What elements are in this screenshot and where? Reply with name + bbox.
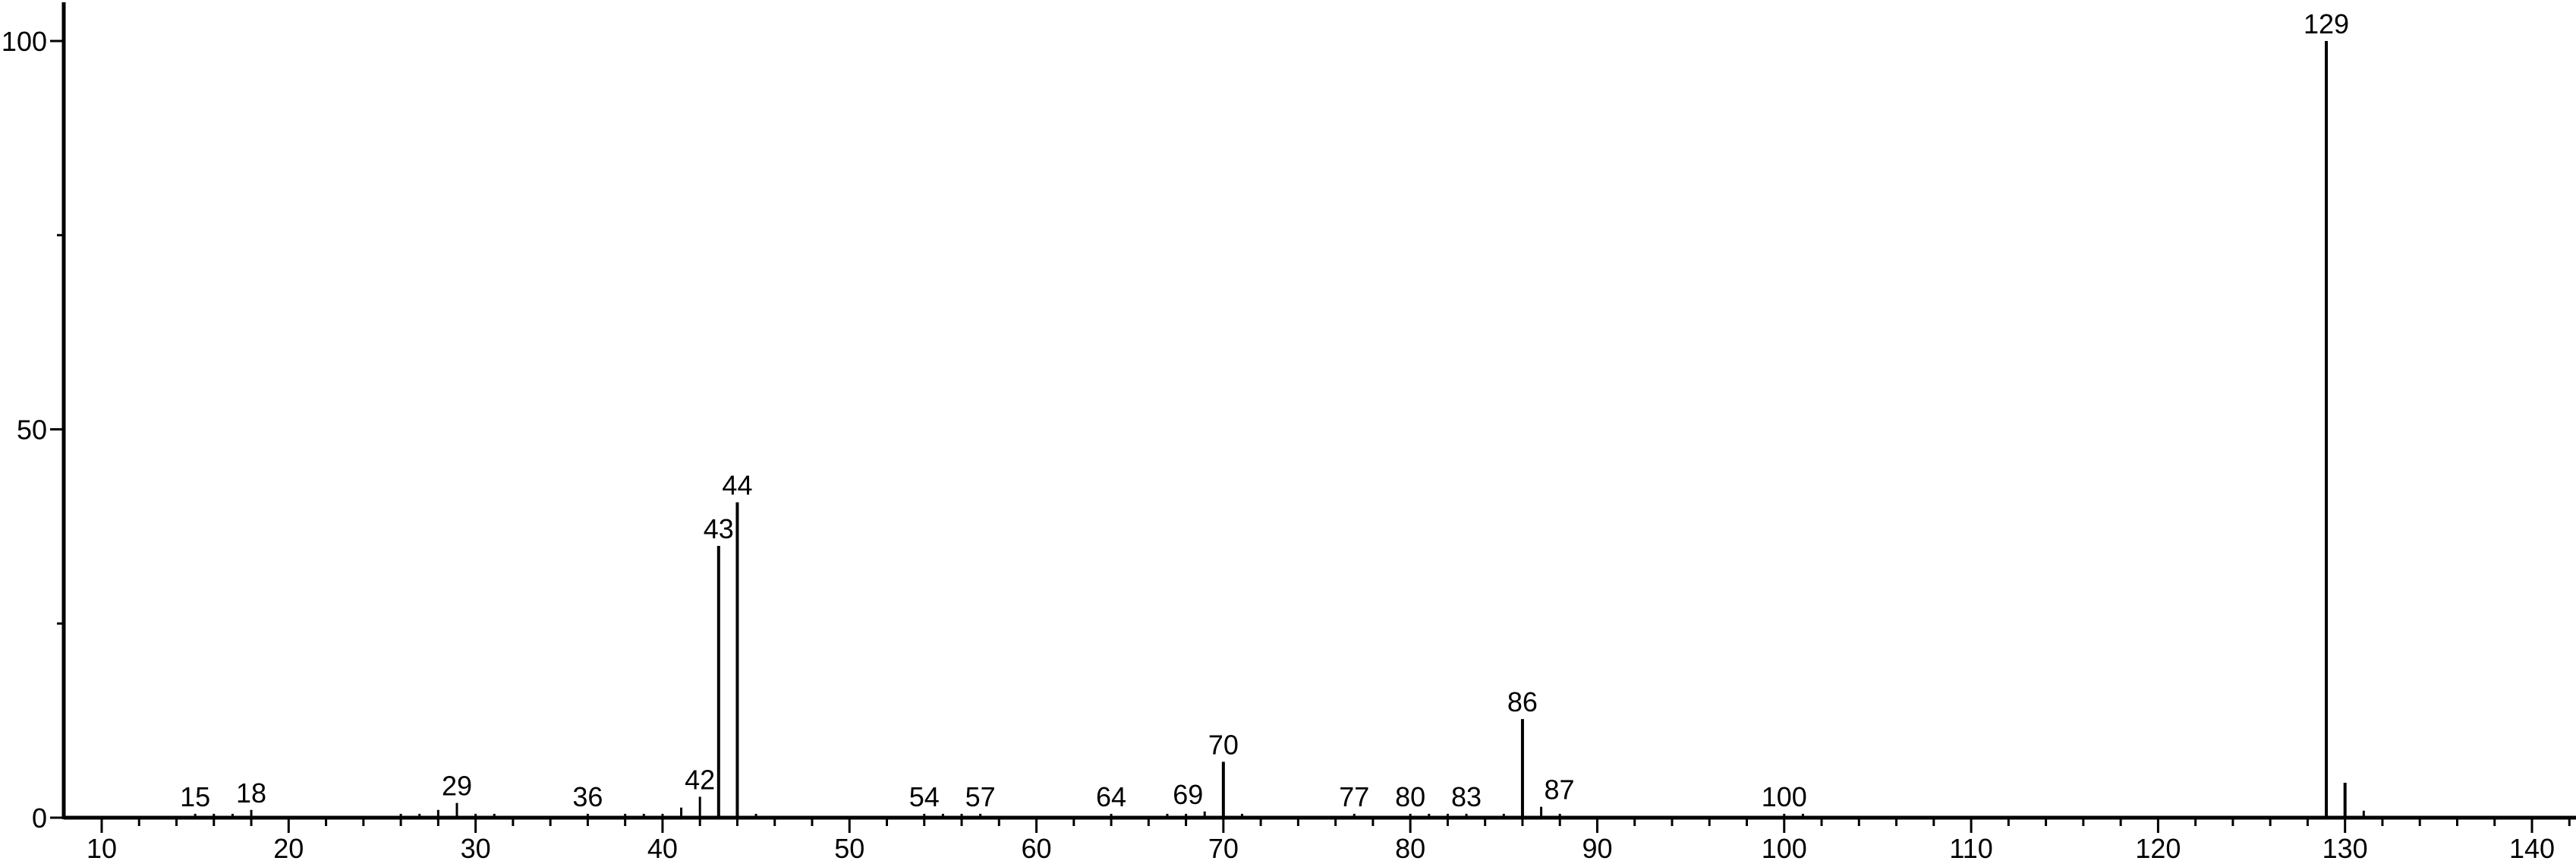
peaks bbox=[194, 41, 2365, 818]
x-tick-label: 50 bbox=[834, 833, 864, 864]
peak-label: 54 bbox=[909, 781, 940, 812]
x-tick-label: 10 bbox=[87, 833, 117, 864]
x-tick-label: 30 bbox=[461, 833, 491, 864]
peak-label: 42 bbox=[685, 764, 715, 795]
peak-label: 64 bbox=[1096, 781, 1126, 812]
x-tick-label: 40 bbox=[647, 833, 678, 864]
peak-label: 83 bbox=[1451, 781, 1482, 812]
peak-label: 29 bbox=[442, 771, 472, 802]
x-tick-label: 20 bbox=[273, 833, 304, 864]
peak-label: 70 bbox=[1208, 729, 1239, 760]
y-tick-label: 50 bbox=[17, 415, 47, 446]
peak-label: 80 bbox=[1395, 781, 1425, 812]
y-tick-label: 0 bbox=[32, 803, 47, 834]
peak-label: 87 bbox=[1545, 774, 1575, 806]
peak-label: 44 bbox=[722, 470, 752, 501]
x-tick-label: 130 bbox=[2322, 833, 2368, 864]
x-tick-label: 100 bbox=[1762, 833, 1807, 864]
peak-label: 43 bbox=[704, 513, 734, 544]
peak-label: 86 bbox=[1507, 686, 1538, 717]
peak-label: 15 bbox=[180, 781, 210, 812]
peak-label: 69 bbox=[1173, 779, 1203, 810]
peak-label: 36 bbox=[572, 781, 603, 812]
x-tick-label: 140 bbox=[2509, 833, 2555, 864]
x-tick-label: 60 bbox=[1022, 833, 1052, 864]
y-tick-label: 100 bbox=[2, 26, 47, 57]
peak-label: 129 bbox=[2304, 8, 2349, 39]
x-tick-label: 120 bbox=[2135, 833, 2181, 864]
peak-label: 18 bbox=[236, 777, 266, 809]
x-tick-label: 90 bbox=[1582, 833, 1612, 864]
peak-label: 57 bbox=[965, 781, 996, 812]
x-tick-label: 70 bbox=[1208, 833, 1239, 864]
x-tick-label: 110 bbox=[1949, 833, 1992, 864]
x-tick-label: 80 bbox=[1395, 833, 1425, 864]
peak-label: 100 bbox=[1762, 781, 1807, 812]
peak-label: 77 bbox=[1339, 781, 1369, 812]
